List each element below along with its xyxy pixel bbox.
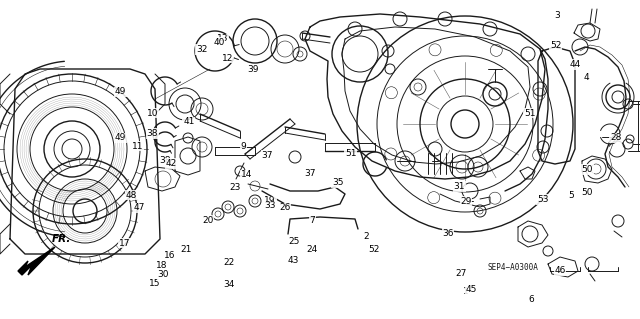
Text: 36: 36 [442, 229, 454, 238]
Text: 3: 3 [554, 11, 559, 20]
Text: 31: 31 [454, 182, 465, 191]
Text: 15: 15 [149, 279, 161, 288]
Text: 26: 26 [279, 204, 291, 212]
Text: SEP4−A0300A: SEP4−A0300A [488, 263, 539, 271]
Text: 10: 10 [147, 109, 158, 118]
Text: 42: 42 [166, 159, 177, 168]
Text: 43: 43 [287, 256, 299, 265]
Text: 40: 40 [213, 38, 225, 47]
Text: 47: 47 [134, 204, 145, 212]
Polygon shape [18, 247, 55, 275]
Text: 41: 41 [183, 117, 195, 126]
Text: 6: 6 [529, 295, 534, 304]
Text: 24: 24 [307, 245, 318, 254]
Text: 25: 25 [289, 237, 300, 246]
Text: 29: 29 [460, 197, 472, 206]
Text: 14: 14 [241, 170, 252, 179]
Text: 33: 33 [264, 201, 276, 210]
Text: 38: 38 [147, 129, 158, 138]
Text: 5: 5 [569, 191, 574, 200]
Text: 48: 48 [125, 191, 137, 200]
Text: 37: 37 [305, 169, 316, 178]
Text: 21: 21 [180, 245, 191, 254]
Text: 12: 12 [221, 54, 233, 63]
Text: 50: 50 [582, 188, 593, 197]
Text: 45: 45 [465, 285, 477, 294]
Text: 39: 39 [247, 65, 259, 74]
Text: 23: 23 [230, 183, 241, 192]
Text: 44: 44 [569, 60, 580, 69]
Text: 32: 32 [196, 45, 207, 54]
Text: 9: 9 [241, 142, 246, 151]
Text: 11: 11 [132, 142, 143, 151]
Text: 38: 38 [159, 156, 171, 165]
Text: 13: 13 [217, 34, 228, 43]
Text: 22: 22 [223, 258, 235, 267]
Text: 1: 1 [463, 287, 468, 296]
Text: 2: 2 [364, 232, 369, 241]
Text: 7: 7 [310, 216, 315, 225]
Text: 19: 19 [264, 197, 276, 205]
Text: 17: 17 [119, 239, 131, 248]
Text: 51: 51 [345, 149, 356, 158]
Text: 37: 37 [262, 151, 273, 160]
Text: 4: 4 [584, 73, 589, 82]
Text: 53: 53 [537, 195, 548, 204]
Text: 52: 52 [550, 41, 561, 50]
Text: 30: 30 [157, 271, 169, 279]
Text: 20: 20 [202, 216, 214, 225]
Text: 52: 52 [369, 245, 380, 254]
Text: 51: 51 [524, 109, 536, 118]
Text: 27: 27 [455, 269, 467, 278]
Text: 46: 46 [554, 266, 566, 275]
Text: 16: 16 [164, 251, 175, 260]
Text: 35: 35 [332, 178, 344, 187]
Text: 49: 49 [115, 133, 126, 142]
Text: 50: 50 [582, 165, 593, 174]
Text: FR.: FR. [52, 234, 72, 244]
Text: 28: 28 [610, 133, 621, 142]
Text: 49: 49 [115, 87, 126, 96]
Text: 34: 34 [223, 280, 235, 289]
Text: 18: 18 [156, 261, 168, 270]
